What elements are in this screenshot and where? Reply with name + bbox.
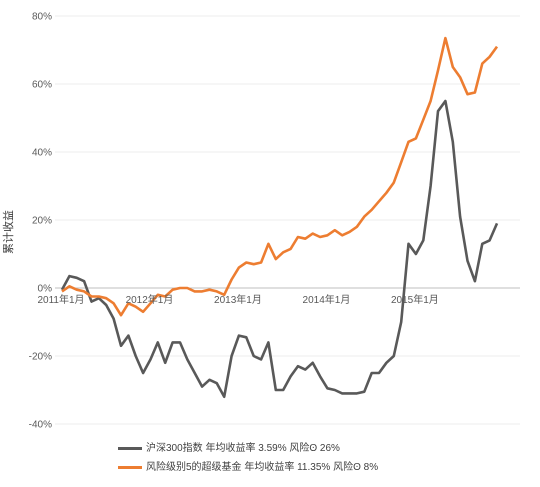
y-tick-label: 40% [32, 148, 52, 159]
x-tick-label: 2011年1月 [37, 293, 84, 306]
legend-label-fund: 风险级别5的超级基金 年均收益率 11.35% 风险ʘ 8% [146, 462, 379, 473]
series-lines [60, 36, 499, 399]
legend-item-fund: 风险级别5的超级基金 年均收益率 11.35% 风险ʘ 8% [118, 458, 378, 473]
y-tick-label: 80% [32, 12, 52, 23]
legend-swatch-hs300 [118, 446, 142, 450]
y-tick-label: -20% [29, 352, 52, 363]
y-tick-label: 0% [38, 284, 53, 295]
x-tick-label: 2014年1月 [303, 293, 351, 306]
legend-swatch-fund [118, 465, 142, 469]
y-axis-label: 累计收益 [1, 210, 15, 254]
x-tick-labels: 2011年1月 2012年1月 2013年1月 2014年1月 2015年1月 [37, 293, 438, 306]
x-tick-label: 2013年1月 [214, 293, 262, 306]
series-line-fund [61, 36, 499, 317]
y-tick-label: -40% [29, 420, 52, 431]
y-tick-labels: -40% -20% 0% 20% 40% 60% 80% [29, 12, 52, 431]
legend-item-hs300: 沪深300指数 年均收益率 3.59% 风险ʘ 26% [118, 439, 340, 454]
y-tick-label: 60% [32, 80, 52, 91]
legend-label-hs300: 沪深300指数 年均收益率 3.59% 风险ʘ 26% [146, 443, 340, 454]
gridlines [55, 15, 520, 425]
y-tick-label: 20% [32, 216, 52, 227]
x-tick-label: 2012年1月 [126, 293, 174, 306]
series-line-hs300 [60, 99, 499, 399]
x-tick-label: 2015年1月 [391, 293, 439, 306]
